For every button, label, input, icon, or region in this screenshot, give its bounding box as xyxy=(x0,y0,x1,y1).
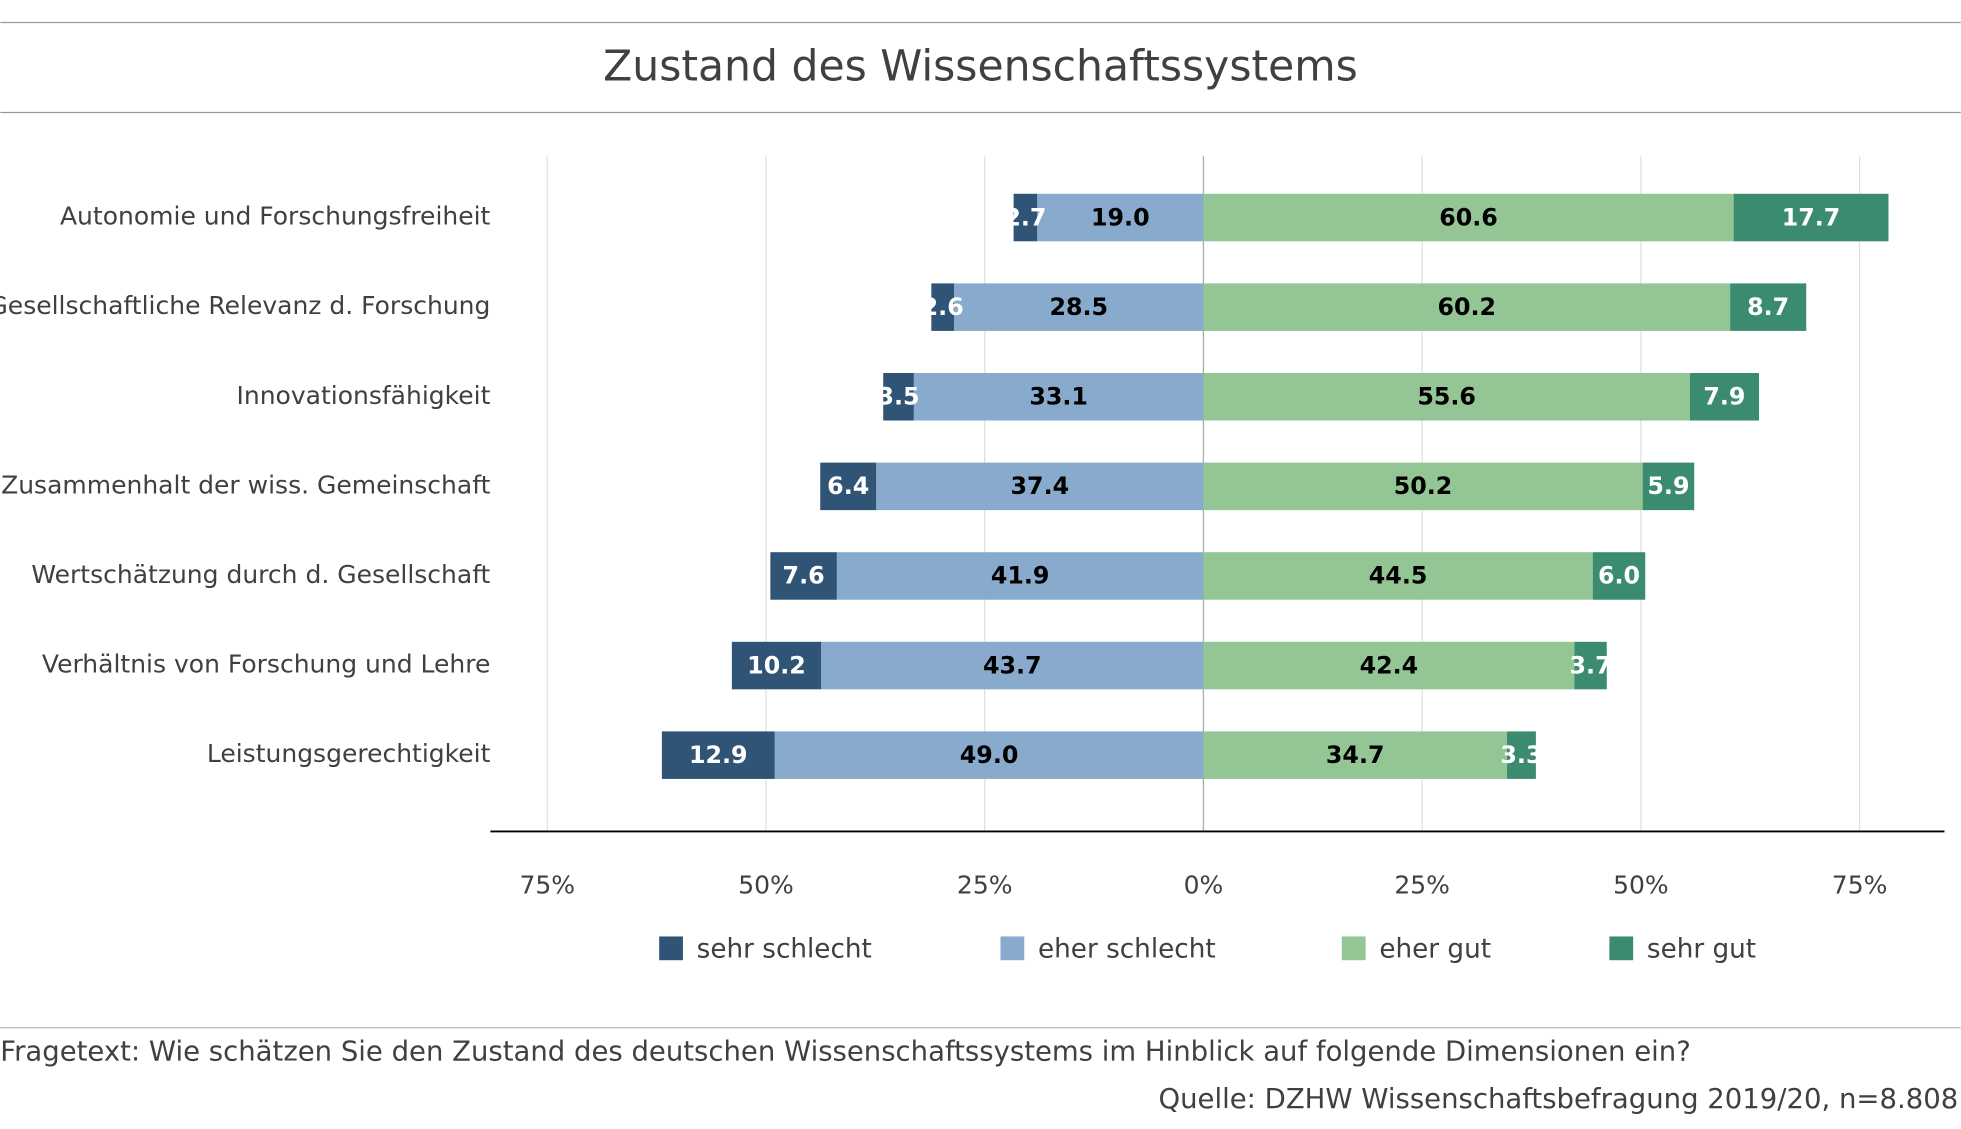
data-label: 2.7 xyxy=(1004,203,1046,231)
bar-segment xyxy=(1203,731,1508,779)
data-label: 2.6 xyxy=(922,293,964,321)
legend-label: eher schlecht xyxy=(1038,935,1216,965)
bar-segment xyxy=(1592,552,1646,600)
data-label: 42.4 xyxy=(1360,651,1419,679)
y-tick-label: Leistungsgerechtigkeit xyxy=(207,739,491,768)
data-label: 17.7 xyxy=(1782,203,1841,231)
data-label: 7.6 xyxy=(783,562,825,590)
data-label: 50.2 xyxy=(1394,472,1453,500)
data-label: 33.1 xyxy=(1029,383,1088,411)
data-label: 60.6 xyxy=(1439,203,1498,231)
bar-segment xyxy=(1203,372,1690,421)
data-label: 6.4 xyxy=(827,472,869,500)
y-tick-label: Autonomie und Forschungsfreiheit xyxy=(60,202,491,231)
bar-segment xyxy=(1642,462,1695,511)
x-tick-label: 75% xyxy=(519,870,575,899)
bar-segment xyxy=(876,462,1204,511)
data-label: 6.0 xyxy=(1598,562,1640,590)
data-label: 10.2 xyxy=(747,651,806,679)
bar-segment xyxy=(731,641,822,690)
x-tick-label: 50% xyxy=(738,870,794,899)
data-label: 3.5 xyxy=(877,383,919,411)
bar-segment xyxy=(1203,462,1643,511)
y-tick-label: Innovationsfähigkeit xyxy=(237,381,491,410)
bar-segment xyxy=(883,372,914,421)
data-label: 3.7 xyxy=(1570,651,1612,679)
bar-segment xyxy=(913,372,1204,421)
bar-segment xyxy=(820,462,877,511)
y-tick-label: Wertschätzung durch d. Gesellschaft xyxy=(31,560,490,589)
y-tick-label: Zusammenhalt der wiss. Gemeinschaft xyxy=(1,470,490,499)
bar-segment xyxy=(954,283,1204,331)
data-label: 49.0 xyxy=(960,741,1019,769)
data-label: 28.5 xyxy=(1049,293,1108,321)
legend-label: sehr gut xyxy=(1647,935,1756,965)
x-tick-label: 25% xyxy=(957,870,1013,899)
bar-segment xyxy=(836,552,1204,600)
data-label: 43.7 xyxy=(983,651,1042,679)
footnote: Fragetext: Wie schätzen Sie den Zustand … xyxy=(0,1036,1691,1068)
bar-segment xyxy=(1507,731,1536,779)
bar-segment xyxy=(1013,193,1038,242)
x-tick-label: 75% xyxy=(1832,870,1888,899)
bar-segment xyxy=(1203,193,1734,242)
bar-segment xyxy=(774,731,1204,779)
bar-segment xyxy=(1037,193,1204,242)
x-tick-label: 0% xyxy=(1184,870,1224,899)
data-label: 41.9 xyxy=(991,562,1050,590)
bar-segment xyxy=(770,552,837,600)
bar-segment xyxy=(1203,641,1575,690)
legend-label: sehr schlecht xyxy=(697,935,872,965)
x-tick-label: 25% xyxy=(1394,870,1450,899)
bar-segment xyxy=(1689,372,1759,421)
bar-segment xyxy=(1203,552,1593,600)
legend-label: eher gut xyxy=(1379,935,1491,965)
legend-swatch xyxy=(1341,936,1366,961)
source: Quelle: DZHW Wissenschaftsbefragung 2019… xyxy=(1158,1083,1958,1115)
data-label: 8.7 xyxy=(1747,293,1789,321)
y-tick-label: Gesellschaftliche Relevanz d. Forschung xyxy=(0,291,490,320)
legend-swatch xyxy=(1000,936,1025,961)
bar-segment xyxy=(1733,193,1889,242)
legend-swatch xyxy=(1609,936,1634,961)
data-label: 55.6 xyxy=(1417,383,1476,411)
legend-swatch xyxy=(659,936,683,961)
data-label: 37.4 xyxy=(1011,472,1070,500)
bar-segment xyxy=(931,283,955,331)
chart-title: Zustand des Wissenschaftssystems xyxy=(603,42,1358,91)
x-tick-label: 50% xyxy=(1613,870,1669,899)
bar-segment xyxy=(661,731,775,779)
data-label: 44.5 xyxy=(1369,562,1428,590)
y-tick-label: Verhältnis von Forschung und Lehre xyxy=(42,650,490,679)
data-label: 34.7 xyxy=(1326,741,1385,769)
bar-segment xyxy=(1730,283,1807,331)
data-label: 5.9 xyxy=(1647,472,1689,500)
data-label: 60.2 xyxy=(1437,293,1496,321)
data-label: 3.3 xyxy=(1500,741,1542,769)
bar-segment xyxy=(1574,641,1607,690)
data-label: 12.9 xyxy=(689,741,748,769)
bar-segment xyxy=(1203,283,1731,331)
data-label: 7.9 xyxy=(1703,383,1745,411)
data-label: 19.0 xyxy=(1091,203,1150,231)
bar-segment xyxy=(821,641,1204,690)
